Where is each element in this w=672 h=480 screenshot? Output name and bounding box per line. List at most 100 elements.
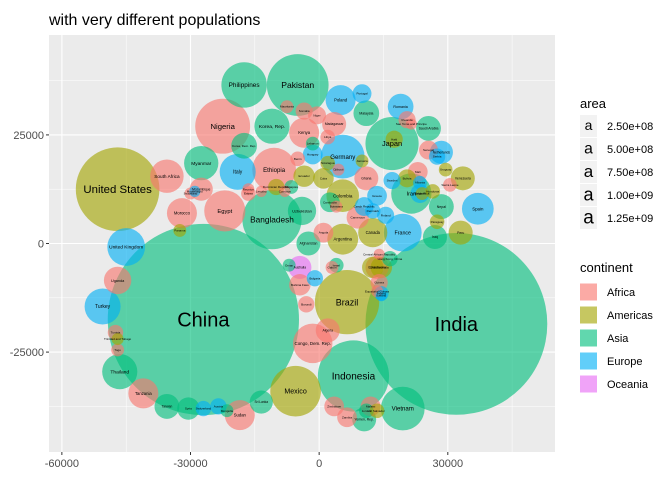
bubble-morocco (166, 198, 197, 229)
bubble-label: Saudi Arabia (419, 127, 439, 131)
bubble-china (107, 223, 299, 416)
bubble-bulgaria (306, 270, 324, 287)
size-legend-glyph: a (585, 117, 593, 133)
bubble-bangladesh (242, 190, 302, 250)
bubble-label: United States (83, 184, 152, 196)
bubble-label: Sao Tome and Principe (396, 122, 427, 126)
bubble-argentina (327, 223, 359, 255)
bubble-label: Spain (472, 206, 484, 211)
bubble-label: Paraguay (431, 220, 444, 224)
y-tick-label: -25000 (10, 347, 44, 359)
bubble-label: Tunisia (111, 331, 121, 335)
bubble-afghanistan (296, 231, 321, 256)
bubble-label: Reunion (243, 187, 255, 191)
bubble-haiti (385, 130, 403, 148)
bubble-label: Venezuela (455, 177, 471, 181)
color-legend: Africa Americas Asia Europe Oceania (580, 283, 653, 393)
bubble-venezuela (450, 166, 475, 191)
bubble-ethiopia (252, 147, 296, 192)
size-legend: a 2.50e+08 a 5.00e+08 a 7.50e+08 a 1.00e+09 a 1.2… (580, 115, 653, 229)
size-legend-glyph: a (583, 208, 594, 229)
bubble-label: Kenya (298, 130, 311, 135)
bubble-united-states (75, 147, 160, 232)
size-legend-key (580, 207, 597, 229)
bubble-serbia (428, 148, 446, 165)
bubble-india (365, 232, 548, 415)
bubble-label: Uzbekistan (292, 208, 312, 213)
bubble-costa-rica (415, 187, 429, 200)
bubble-el-salvador (369, 403, 385, 419)
bubble-label: El Salvador (369, 409, 384, 413)
bubble-label: Germany (330, 154, 356, 161)
bubble-uzbekistan (287, 196, 317, 226)
bubble-paraguay (429, 214, 445, 230)
bubble-france (383, 213, 422, 252)
bubble-label: Nicaragua (321, 161, 335, 165)
bubble-bolivia (398, 169, 417, 188)
bubble-denmark (365, 203, 381, 219)
bubble-mauritania (280, 100, 294, 114)
bubble-label: France (395, 230, 412, 236)
bubble-djibouti (332, 163, 345, 176)
bubble-label: Sri Lanka (255, 400, 269, 404)
bubble-ghana (354, 166, 379, 191)
bubble-indonesia (317, 340, 390, 412)
bubble-label: Burkina Faso (291, 283, 309, 287)
bubble-syria (177, 397, 200, 420)
bubble-label: Congo, Dem. Rep. (295, 341, 331, 346)
bubble-sweden (383, 171, 401, 190)
bubble-label: Swaziland (184, 192, 198, 196)
size-legend-glyph: a (584, 162, 594, 181)
bubble-label: Equatorial Guinea (365, 289, 389, 293)
bubble-label: Japan (382, 139, 402, 148)
bubble-label: Poland (334, 98, 348, 103)
bubble-hong-kong-china (382, 250, 398, 267)
bubble-ecuador (293, 165, 315, 187)
size-legend-label: 7.50e+08 (607, 167, 653, 179)
bubble-label: Mauritania (280, 105, 294, 109)
bubble-label: Mongolia (221, 409, 234, 413)
bubble-label: Iceland (376, 294, 386, 298)
bubble-label: Eritrea (244, 192, 253, 196)
bubble-label: Sierra Leone (441, 183, 459, 187)
bubble-label: Ecuador (299, 174, 310, 178)
bubble-label: Trinidad and Tobago (104, 337, 132, 341)
bubble-label: Panama (174, 229, 186, 233)
bubble-sri-lanka (249, 390, 273, 414)
bubble-zimbabwe (324, 396, 345, 417)
bubble-label: Togo (114, 348, 121, 352)
bubble-label: Switzerland (196, 407, 212, 411)
bubble-label: Syria (185, 407, 192, 411)
bubble-thailand (102, 354, 138, 390)
bubble-label: Tanzania (135, 391, 152, 396)
bubble-label: Bangladesh (250, 215, 294, 225)
size-legend-key (580, 115, 597, 137)
bubble-label: Denmark (367, 209, 380, 213)
bubble-portugal (352, 84, 372, 104)
bubble-label: Benin (294, 157, 302, 161)
bubble-italy (219, 153, 256, 190)
bubble-label: Madagascar (325, 122, 345, 126)
bubble-label: Cameroon (351, 216, 366, 220)
bubble-label: Mali (415, 170, 421, 174)
bubble-egypt (204, 190, 246, 232)
size-legend-label: 1.25e+09 (607, 213, 653, 225)
bubble-zambia (337, 407, 357, 428)
bubble-label: Turkey (95, 304, 111, 310)
size-legend-glyph: a (583, 184, 594, 204)
bubble-label-layer: China India United States Indonesia Brazil Pa… (83, 80, 484, 422)
bubble-greece (367, 185, 387, 206)
bubble-united-kingdom (107, 228, 146, 266)
bubble-label: Singapore (284, 185, 298, 189)
bubble-jamaica (355, 154, 369, 168)
bubble-reunion (242, 183, 255, 196)
bubble-label: Angola (319, 231, 329, 235)
bubble-sao-tome-and-principe (405, 118, 417, 130)
bubble-label: Peru (457, 231, 464, 235)
bubble-sierra-leone (443, 177, 457, 192)
bubble-nepal (428, 194, 454, 220)
bubble-label: Czech Republic (354, 205, 376, 209)
bubble-togo (111, 343, 125, 357)
size-legend-label: 1.00e+09 (607, 190, 653, 202)
x-tick-label: -30000 (173, 458, 207, 470)
